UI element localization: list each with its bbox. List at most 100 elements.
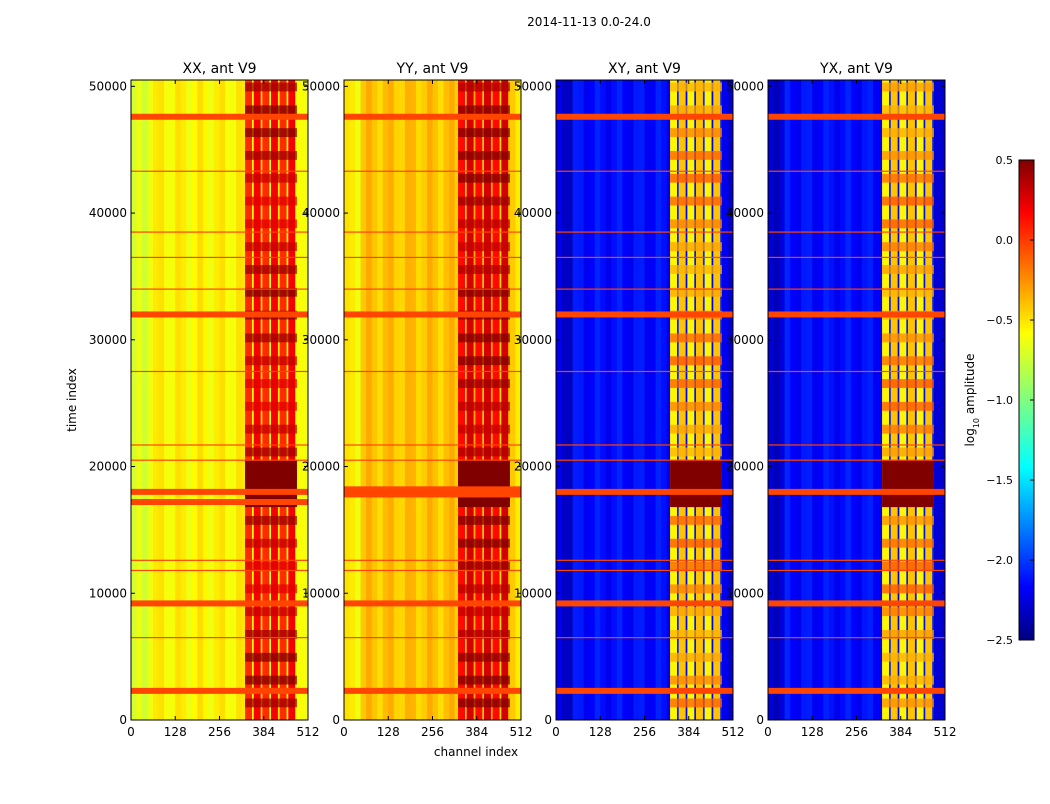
- flag-row: [131, 113, 308, 120]
- flag-row: [556, 687, 733, 694]
- rfi-blob: [458, 698, 510, 708]
- column-strip: [388, 80, 395, 720]
- column-strip: [721, 80, 728, 720]
- thin-flag-row: [556, 170, 733, 172]
- rfi-blob: [670, 196, 722, 206]
- column-strip: [421, 80, 428, 720]
- rfi-blob: [245, 333, 297, 343]
- colorbar-ticks: 0.5 0.0 −0.5 −1.0 −1.5 −2.0 −2.5: [986, 154, 1034, 647]
- thin-flag-row: [344, 288, 521, 290]
- y-tick-label: 50000: [726, 79, 764, 93]
- column-strip: [773, 80, 780, 720]
- rfi-blob: [882, 128, 934, 138]
- column-strip: [344, 80, 351, 720]
- flag-row: [131, 488, 308, 495]
- rfi-column: [916, 80, 924, 720]
- rfi-blob: [458, 401, 510, 411]
- flag-row: [131, 687, 308, 694]
- column-strip: [583, 80, 590, 720]
- thin-flag-row: [768, 170, 945, 172]
- column-strip: [589, 80, 596, 720]
- flag-row: [344, 491, 521, 498]
- rfi-column: [925, 80, 933, 720]
- rfi-blob: [458, 356, 510, 366]
- rfi-column: [899, 80, 907, 720]
- column-strip: [454, 80, 461, 720]
- column-strip: [823, 80, 830, 720]
- y-tick-label: 30000: [514, 333, 552, 347]
- rfi-blob: [458, 82, 510, 92]
- column-strip: [355, 80, 362, 720]
- flag-row: [768, 687, 945, 694]
- rfi-blob: [670, 287, 722, 297]
- column-strip: [666, 80, 673, 720]
- rfi-blob: [882, 447, 934, 457]
- rfi-blob: [670, 447, 722, 457]
- column-strip: [939, 80, 945, 720]
- rfi-blob: [670, 607, 722, 617]
- y-tick-label: 50000: [302, 79, 340, 93]
- column-strip: [213, 80, 220, 720]
- column-strip: [258, 80, 265, 720]
- column-strip: [806, 80, 813, 720]
- x-tick-label: 512: [722, 725, 745, 739]
- column-strip: [208, 80, 215, 720]
- rfi-blob: [458, 447, 510, 457]
- rfi-blob: [458, 150, 510, 160]
- rfi-blob: [245, 447, 297, 457]
- rfi-blob: [458, 128, 510, 138]
- rfi-blob: [458, 242, 510, 252]
- column-strip: [432, 80, 439, 720]
- column-strip: [371, 80, 378, 720]
- column-strip: [655, 80, 662, 720]
- rfi-blob: [882, 561, 934, 571]
- rfi-blob: [882, 287, 934, 297]
- column-strip: [180, 80, 187, 720]
- thin-flag-row: [768, 256, 945, 259]
- rfi-column: [670, 80, 677, 720]
- rfi-column: [678, 80, 686, 720]
- rfi-blob: [882, 265, 934, 274]
- rfi-column: [288, 80, 296, 720]
- column-strip: [795, 80, 802, 720]
- rfi-blob: [670, 128, 722, 138]
- thin-flag-row: [131, 170, 308, 172]
- rfi-blob: [670, 538, 722, 548]
- column-strip: [131, 80, 138, 720]
- column-strip: [175, 80, 182, 720]
- thin-flag-row: [556, 637, 733, 639]
- column-strip: [158, 80, 165, 720]
- rfi-column: [704, 80, 712, 720]
- column-strip: [382, 80, 389, 720]
- rfi-column: [908, 80, 915, 720]
- rfi-blob: [245, 242, 297, 252]
- thin-flag-row: [768, 444, 945, 446]
- thin-flag-row: [556, 288, 733, 290]
- y-tick-label: 0: [756, 713, 764, 727]
- thin-flag-row: [344, 569, 521, 572]
- y-axis-label: time index: [65, 368, 79, 432]
- rfi-blob: [458, 333, 510, 343]
- rfi-blob: [245, 652, 297, 662]
- rfi-blob: [245, 515, 297, 525]
- column-strip: [784, 80, 791, 720]
- thin-flag-row: [131, 444, 308, 446]
- rfi-blob: [882, 333, 934, 343]
- colorbar-tick-label: 0.5: [996, 154, 1014, 167]
- column-strip: [449, 80, 456, 720]
- column-strip: [393, 80, 400, 720]
- column-strip: [302, 80, 308, 720]
- thin-flag-row: [768, 231, 945, 233]
- column-strip: [186, 80, 193, 720]
- y-tick-label: 20000: [302, 460, 340, 474]
- rfi-column: [713, 80, 721, 720]
- rfi-blob: [670, 675, 722, 685]
- column-strip: [197, 80, 204, 720]
- thin-flag-row: [556, 559, 733, 561]
- column-strip: [812, 80, 819, 720]
- column-strip: [415, 80, 422, 720]
- column-strip: [661, 80, 668, 720]
- rfi-blob: [458, 561, 510, 571]
- rfi-blob: [458, 584, 510, 594]
- column-strip: [828, 80, 835, 720]
